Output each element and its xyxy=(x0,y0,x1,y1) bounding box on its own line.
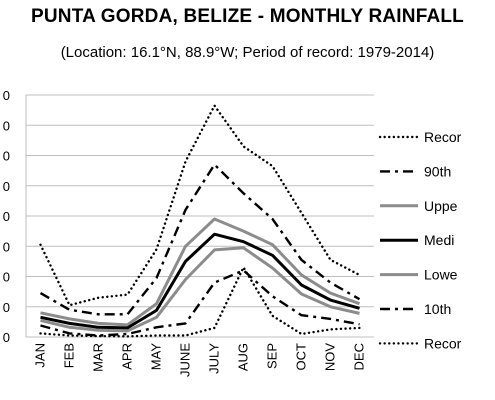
series-lines xyxy=(39,104,361,338)
series-line-record-low xyxy=(39,266,361,338)
y-tick-label: 0 xyxy=(3,330,10,345)
x-tick-label: JUNE xyxy=(178,343,193,377)
y-tick-label: 0 xyxy=(3,179,10,194)
legend-label-90th: 90th xyxy=(424,163,451,179)
y-tick-label: 0 xyxy=(3,239,10,254)
y-tick-label: 0 xyxy=(3,270,10,285)
series-line-median xyxy=(40,232,360,330)
legend-label-median: Medi xyxy=(424,232,454,248)
series-line-10th xyxy=(40,269,360,337)
y-tick-label: 0 xyxy=(3,300,10,315)
series-line-record-high xyxy=(39,104,361,307)
x-tick-labels: JAN FEB MAR APR MAY JUNE JULY AUG SEP OCT NOV DEC xyxy=(33,343,367,377)
y-tick-label: 0 xyxy=(3,118,10,133)
x-tick-label: AUG xyxy=(236,343,251,371)
chart-title: PUNTA GORDA, BELIZE - MONTHLY RAINFALL xyxy=(31,6,464,27)
chart-subtitle: (Location: 16.1°N, 88.9°W; Period of rec… xyxy=(60,44,435,61)
x-tick-label: OCT xyxy=(294,343,309,371)
x-tick-label: FEB xyxy=(62,343,77,368)
y-tick-label: 0 xyxy=(3,149,10,164)
x-tick-label: DEC xyxy=(352,343,367,370)
x-tick-label: MAR xyxy=(91,343,106,372)
legend-label-lower-quartile: Lowe xyxy=(424,267,458,283)
legend-label-10th: 10th xyxy=(424,301,451,317)
x-tick-label: NOV xyxy=(323,343,338,372)
legend: Recor 90th Uppe Medi Lowe 10th Recor xyxy=(378,129,462,351)
series-line-lower-quartile xyxy=(40,246,360,333)
y-tick-label: 0 xyxy=(3,209,10,224)
x-tick-label: JULY xyxy=(207,343,222,374)
x-tick-label: JAN xyxy=(33,343,48,368)
x-tick-label: SEP xyxy=(265,343,280,369)
y-tick-labels: 0 0 0 0 0 0 0 0 0 xyxy=(3,88,10,345)
y-tick-label: 0 xyxy=(3,88,10,103)
legend-label-record-low: Recor xyxy=(424,335,462,351)
x-tick-label: APR xyxy=(120,343,135,370)
series-line-90th xyxy=(39,163,361,316)
legend-label-upper-quartile: Uppe xyxy=(424,198,458,214)
series-line-upper-quartile xyxy=(40,217,361,327)
x-tick-label: MAY xyxy=(149,343,164,371)
legend-label-record-high: Recor xyxy=(424,129,462,145)
